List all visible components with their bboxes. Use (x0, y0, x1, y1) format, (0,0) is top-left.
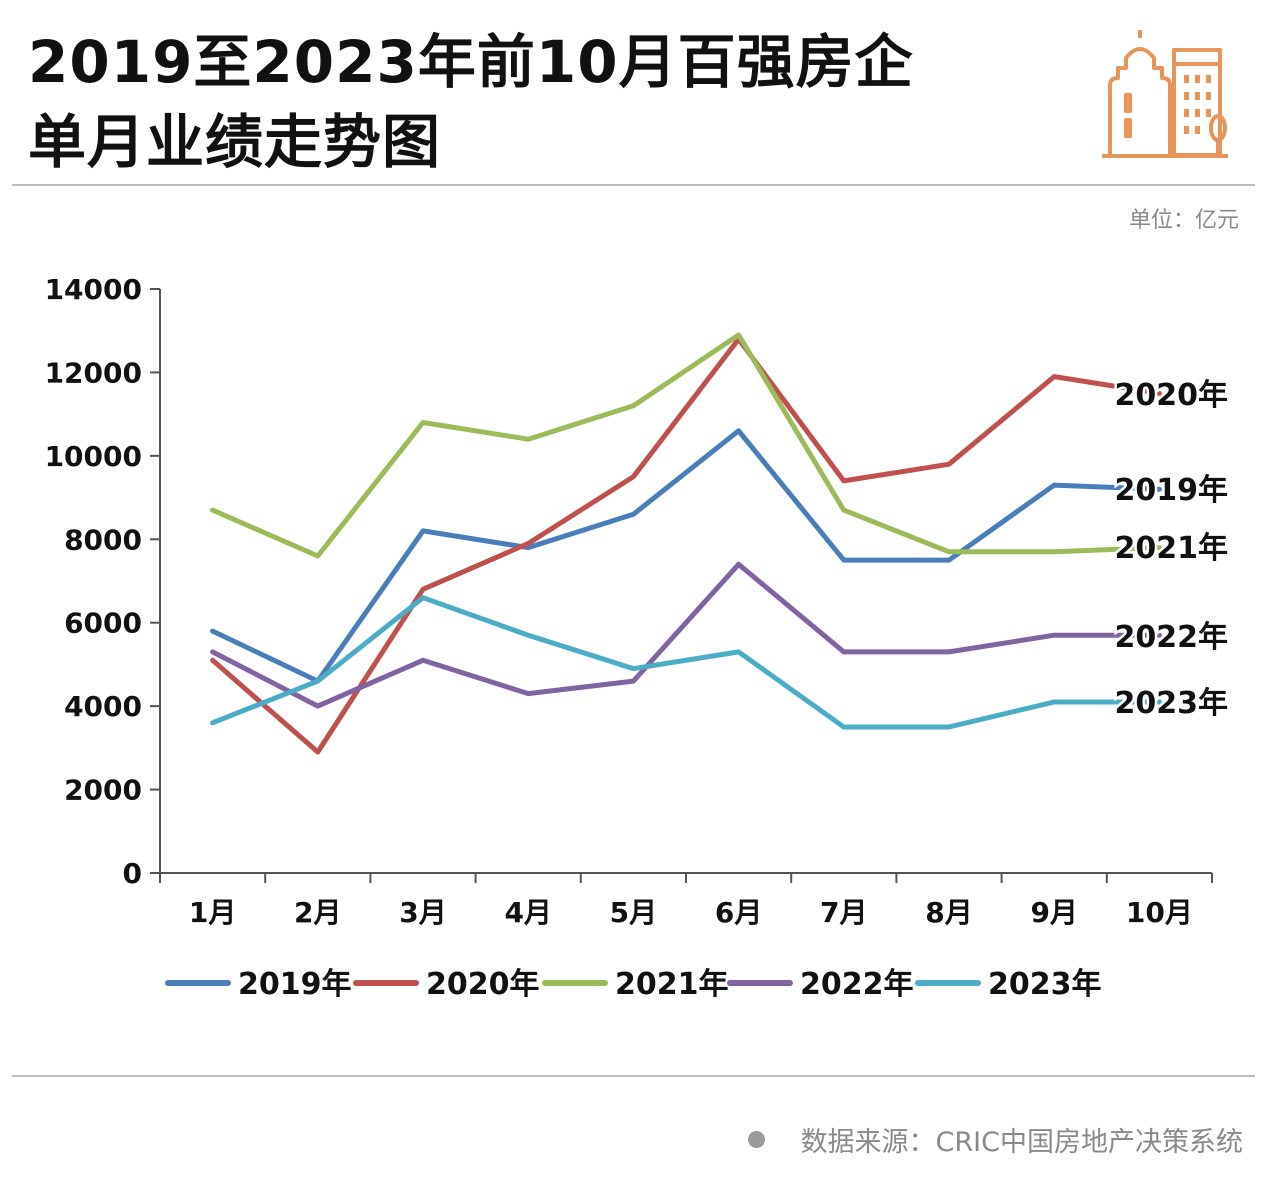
line-chart: 0 2000 4000 6000 8000 10000 12000 14000 1月 2月 3月 4月… (44, 273, 1229, 1002)
series-end-label: 2021年 (1115, 531, 1229, 566)
x-tick-label: 1月 (189, 896, 236, 929)
series-end-label: 2023年 (1115, 686, 1229, 721)
y-tick-label: 12000 (45, 356, 142, 389)
x-tick-label: 6月 (715, 896, 762, 929)
series-line-2022年 (210, 561, 1162, 709)
series-end-label: 2020年 (1115, 378, 1229, 413)
series-line-2020年 (210, 336, 1162, 755)
y-tick-label: 10000 (45, 440, 142, 473)
title-block: 2019至2023年前10月百强房企 单月业绩走势图 (28, 22, 914, 182)
data-source: 数据来源：CRIC中国房地产决策系统 (747, 1120, 1243, 1159)
y-tick-label: 2000 (64, 774, 142, 807)
legend-label: 2019年 (238, 967, 352, 1002)
series-end-label: 2019年 (1115, 473, 1229, 508)
page-title-line-2: 单月业绩走势图 (28, 108, 442, 176)
series-end-label: 2022年 (1115, 620, 1229, 655)
legend-label: 2023年 (988, 967, 1102, 1002)
x-tick-label: 10月 (1126, 896, 1193, 929)
x-tick-label: 3月 (399, 896, 446, 929)
bottom-divider (12, 1075, 1255, 1077)
unit-label: 单位：亿元 (1128, 208, 1239, 233)
data-source-text: 数据来源：CRIC中国房地产决策系统 (800, 1127, 1243, 1158)
legend-label: 2020年 (426, 967, 540, 1002)
x-tick-label: 9月 (1030, 896, 1077, 929)
x-tick-label: 7月 (820, 896, 867, 929)
x-tick-label: 8月 (925, 896, 972, 929)
buildings-logo-icon (1102, 30, 1228, 158)
series-line-2021年 (210, 332, 1162, 559)
top-divider (12, 184, 1255, 186)
y-tick-label: 0 (123, 857, 142, 890)
bullet-dot-icon (747, 1131, 765, 1148)
page-title-line-1: 2019至2023年前10月百强房企 (28, 28, 914, 96)
y-tick-label: 4000 (64, 690, 142, 723)
y-tick-label: 6000 (64, 607, 142, 640)
series-line-2019年 (210, 428, 1162, 684)
x-tick-label: 2月 (294, 896, 341, 929)
y-tick-label: 8000 (64, 523, 142, 556)
x-tick-label: 5月 (610, 896, 657, 929)
y-tick-label: 14000 (45, 273, 142, 306)
legend-label: 2022年 (800, 967, 914, 1002)
x-tick-label: 4月 (504, 896, 551, 929)
series-line-2023年 (210, 595, 1162, 730)
legend-label: 2021年 (615, 967, 729, 1002)
